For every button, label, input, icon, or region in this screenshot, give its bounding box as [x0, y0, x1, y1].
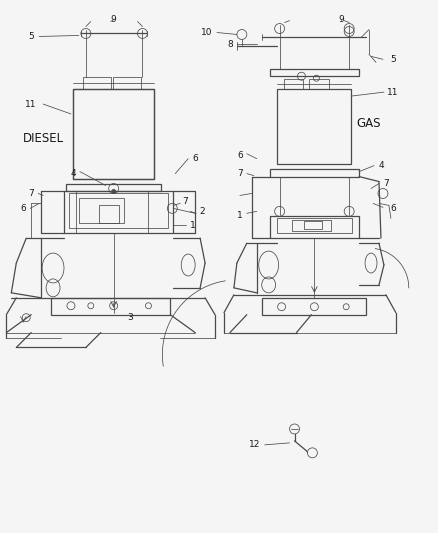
Text: 6: 6 — [192, 154, 198, 163]
Bar — [270, 216, 359, 238]
Bar — [113, 77, 141, 89]
Bar — [270, 69, 359, 76]
Text: 3: 3 — [128, 313, 134, 322]
Text: 8: 8 — [227, 40, 233, 49]
Bar — [64, 191, 173, 233]
Bar — [73, 89, 155, 179]
Text: GAS: GAS — [356, 117, 381, 131]
Text: 7: 7 — [182, 197, 188, 206]
Text: 11: 11 — [25, 100, 37, 109]
Bar — [69, 193, 168, 228]
Text: 5: 5 — [28, 32, 34, 41]
Bar — [262, 298, 366, 314]
Text: 4: 4 — [378, 161, 384, 170]
Bar — [83, 77, 111, 89]
Text: 6: 6 — [237, 151, 243, 160]
Text: 6: 6 — [390, 204, 396, 213]
Bar — [66, 183, 161, 191]
Bar — [292, 220, 331, 231]
Bar — [304, 221, 322, 229]
Text: 9: 9 — [111, 15, 117, 24]
Text: 12: 12 — [249, 440, 261, 449]
Text: 10: 10 — [201, 28, 213, 37]
Text: 6: 6 — [21, 204, 26, 213]
Bar — [79, 198, 124, 223]
Bar — [99, 205, 119, 223]
Bar — [277, 219, 352, 233]
Text: 4: 4 — [70, 169, 76, 178]
Text: 11: 11 — [387, 87, 399, 96]
Bar — [270, 168, 359, 176]
Bar — [283, 79, 304, 89]
Text: 9: 9 — [338, 15, 344, 24]
Text: 7: 7 — [28, 189, 34, 198]
Text: DIESEL: DIESEL — [23, 132, 64, 146]
Bar — [51, 298, 170, 314]
Circle shape — [112, 190, 116, 193]
Text: 1: 1 — [237, 211, 243, 220]
Text: 1: 1 — [190, 221, 196, 230]
Text: 7: 7 — [237, 169, 243, 178]
Text: 2: 2 — [199, 207, 205, 216]
Text: 5: 5 — [390, 55, 396, 64]
Text: 7: 7 — [383, 179, 389, 188]
Bar — [309, 79, 329, 89]
Bar — [277, 89, 351, 164]
